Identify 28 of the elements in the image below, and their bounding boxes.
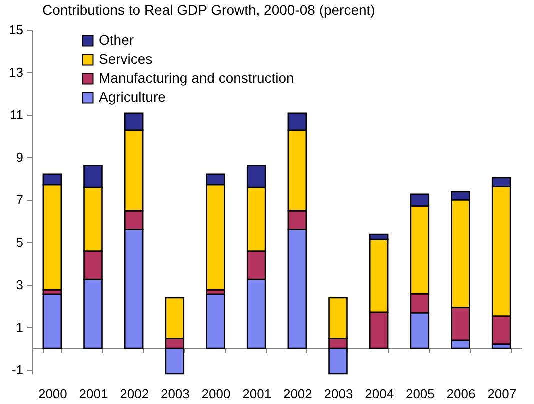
x-tick-label: 2002 <box>120 386 150 402</box>
y-tick-label: 1 <box>16 320 24 335</box>
y-tick-label: 5 <box>16 234 24 250</box>
y-tick-label: -1 <box>12 362 24 378</box>
x-tick-label: 2000 <box>38 386 68 402</box>
legend-label: Manufacturing and construction <box>99 70 294 86</box>
y-tick-label: 13 <box>9 64 24 80</box>
x-tick-label: 2007 <box>488 386 517 402</box>
legend-label: Other <box>99 32 134 48</box>
x-tick-label: 2005 <box>406 386 435 402</box>
bar <box>206 294 226 350</box>
y-tick-label: 3 <box>16 277 24 292</box>
y-tick-label: 9 <box>16 150 24 165</box>
y-tick-label: 7 <box>16 192 24 208</box>
x-tick-label: 2006 <box>446 386 476 402</box>
legend-label: Services <box>99 51 153 67</box>
x-tick-label: 2001 <box>79 386 108 402</box>
x-tick-label: 2003 <box>324 386 354 402</box>
bar <box>42 294 62 350</box>
y-tick-label: 15 <box>9 22 24 38</box>
x-tick-label: 2004 <box>365 386 394 402</box>
x-tick-label: 2003 <box>160 386 190 402</box>
x-tick-label: 2002 <box>283 386 312 402</box>
legend-label: Agriculture <box>99 89 166 105</box>
x-tick-label: 2001 <box>242 386 272 402</box>
y-tick-label: 11 <box>10 107 24 122</box>
chart-title: Contributions to Real GDP Growth, 2000-08 (percent) <box>42 2 376 18</box>
x-tick-label: 2000 <box>202 386 231 402</box>
